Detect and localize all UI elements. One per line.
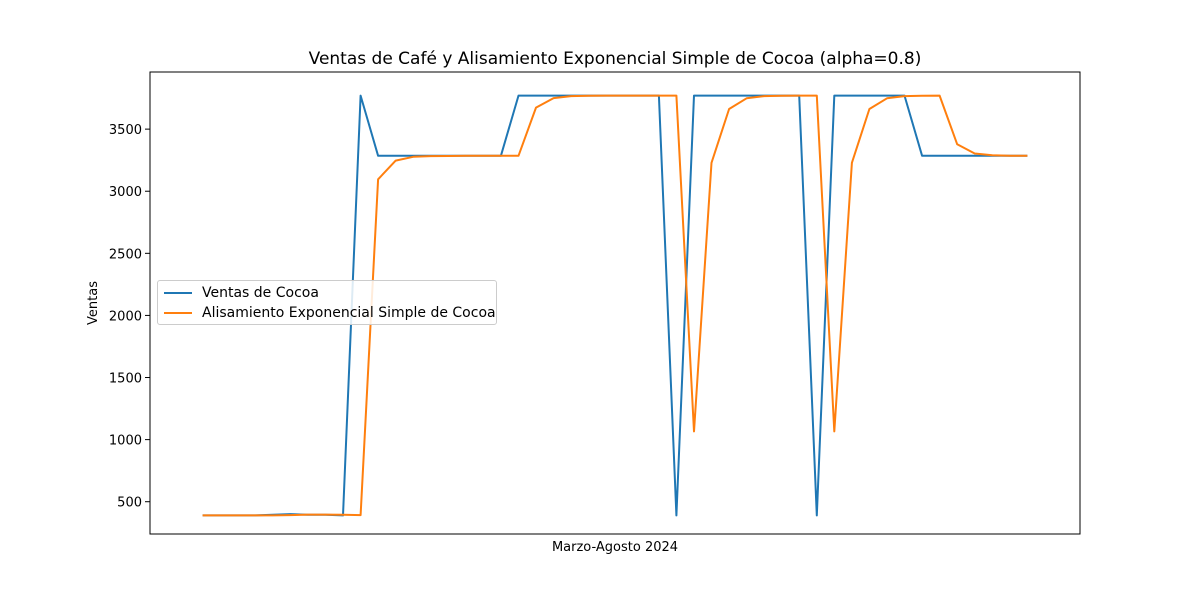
y-axis-label: Ventas: [86, 281, 101, 325]
legend-label-series-2: Alisamiento Exponencial Simple de Cocoa: [202, 305, 496, 321]
series-line-2: [202, 94, 1028, 517]
legend-swatch-series-2: [164, 312, 192, 314]
plot-area: [202, 94, 1028, 517]
y-tick-label: 500: [117, 496, 142, 511]
legend-item-series-1: Ventas de Cocoa: [162, 283, 319, 303]
axes-frame: [149, 71, 1081, 535]
legend-item-series-2: Alisamiento Exponencial Simple de Cocoa: [162, 303, 496, 323]
y-tick-label: 1500: [109, 372, 142, 387]
legend: Ventas de Cocoa Alisamiento Exponencial …: [157, 280, 497, 325]
y-tick-label: 2000: [109, 309, 142, 324]
x-axis-label: Marzo-Agosto 2024: [552, 540, 678, 555]
legend-swatch-series-1: [164, 292, 192, 294]
y-axis: 500 1000 1500 2000 2500 3000 3500: [109, 123, 150, 511]
y-tick-label: 2500: [109, 247, 142, 262]
y-tick-label: 3500: [109, 123, 142, 138]
y-tick-label: 1000: [109, 434, 142, 449]
legend-label-series-1: Ventas de Cocoa: [202, 285, 319, 301]
y-tick-label: 3000: [109, 185, 142, 200]
chart-title: Ventas de Café y Alisamiento Exponencial…: [309, 49, 922, 69]
